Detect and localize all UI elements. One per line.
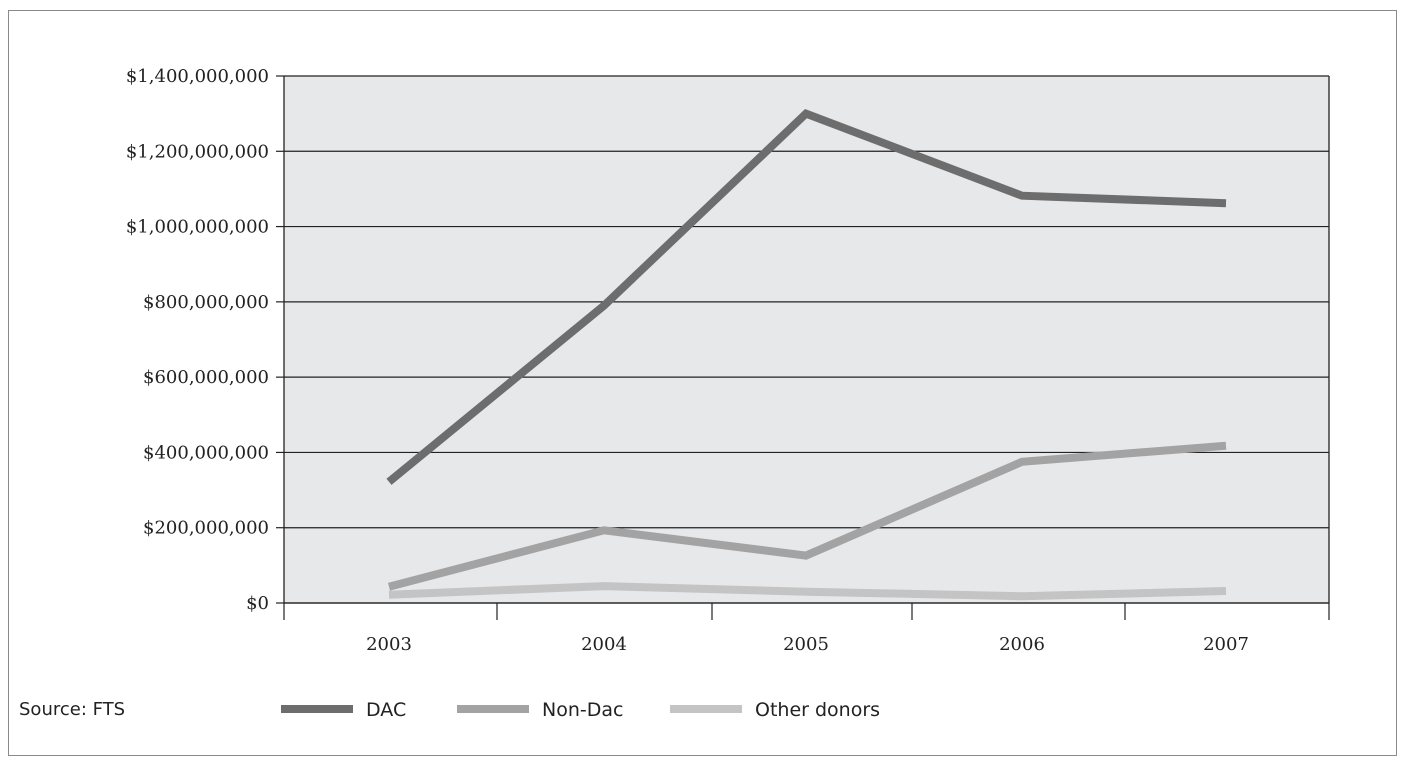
y-tick-label: $1,400,000,000 bbox=[126, 66, 269, 87]
series-line-non-dac bbox=[387, 441, 1227, 591]
y-tick-label: $600,000,000 bbox=[143, 367, 269, 388]
x-axis-ticks: 2003 2004 2005 2006 2007 bbox=[283, 603, 1330, 655]
legend: DAC Non-Dac Other donors bbox=[281, 699, 880, 721]
series-line-other-donors bbox=[388, 582, 1227, 601]
gridlines bbox=[284, 75, 1329, 604]
x-tick-label: 2007 bbox=[1203, 634, 1249, 655]
series-line-dac bbox=[386, 108, 1227, 485]
y-tick-label: $1,000,000,000 bbox=[126, 217, 269, 238]
y-tick-label: $200,000,000 bbox=[143, 518, 269, 539]
y-tick-label: $0 bbox=[246, 593, 269, 614]
legend-label: Other donors bbox=[755, 699, 880, 721]
y-tick-label: $800,000,000 bbox=[143, 292, 269, 313]
x-tick-label: 2004 bbox=[581, 634, 627, 655]
chart-frame: $0 $200,000,000 $400,000,000 $600,000,000 $8… bbox=[8, 10, 1397, 756]
legend-label: DAC bbox=[366, 699, 406, 721]
plot-area bbox=[284, 76, 1329, 603]
x-tick-label: 2003 bbox=[366, 634, 412, 655]
y-tick-label: $1,200,000,000 bbox=[126, 141, 269, 162]
axes bbox=[283, 76, 1330, 604]
legend-label: Non-Dac bbox=[542, 699, 623, 721]
y-tick-label: $400,000,000 bbox=[143, 442, 269, 463]
x-tick-label: 2006 bbox=[999, 634, 1045, 655]
y-axis-ticks: $0 $200,000,000 $400,000,000 $600,000,000 $8… bbox=[126, 66, 284, 614]
line-chart: $0 $200,000,000 $400,000,000 $600,000,000 $8… bbox=[19, 66, 1330, 721]
x-tick-label: 2005 bbox=[783, 634, 829, 655]
source-note: Source: FTS bbox=[19, 699, 125, 720]
series-lines bbox=[386, 108, 1227, 601]
